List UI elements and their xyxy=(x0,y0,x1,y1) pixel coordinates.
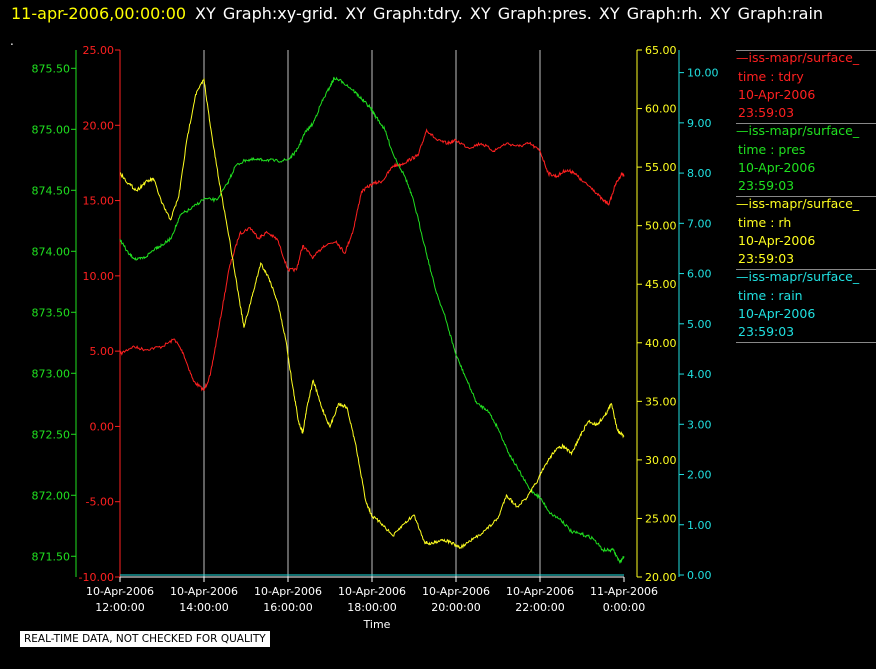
legend-1-time: 23:59:03 xyxy=(738,178,795,193)
tdry-tick-label: -5.00 xyxy=(86,496,114,509)
x-tick-label-date: 10-Apr-2006 xyxy=(338,585,406,598)
pres-tick-label: 873.00 xyxy=(32,367,71,380)
x-axis-title: Time xyxy=(363,618,391,631)
legend-entry: —iss-mapr/surface_time : pres 10-Apr-2006… xyxy=(736,123,876,196)
pres-tick-label: 872.00 xyxy=(32,489,71,502)
legend-3-date: 10-Apr-2006 xyxy=(738,306,816,321)
legend: —iss-mapr/surface_ time : tdry 10-Apr-2006… xyxy=(736,50,876,343)
rain-tick-label: 3.00 xyxy=(687,418,712,431)
pres-tick-label: 873.50 xyxy=(32,306,71,319)
legend-0-var: time : tdry xyxy=(738,69,804,84)
legend-0-time: 23:59:03 xyxy=(738,105,795,120)
legend-2-time: 23:59:03 xyxy=(738,251,795,266)
rain-tick-label: 0.00 xyxy=(687,569,712,582)
legend-1-name: —iss-mapr/surface_ xyxy=(736,123,860,138)
x-tick-label-time: 16:00:00 xyxy=(263,601,312,614)
tdry-tick-label: 10.00 xyxy=(83,270,115,283)
legend-bottom-rule xyxy=(736,342,876,343)
rain-tick-label: 5.00 xyxy=(687,318,712,331)
rh-tick-label: 55.00 xyxy=(645,161,677,174)
x-tick-label-time: 22:00:00 xyxy=(515,601,564,614)
legend-3-var: time : rain xyxy=(738,288,803,303)
rain-tick-label: 1.00 xyxy=(687,519,712,532)
rh-series-line xyxy=(120,77,625,550)
legend-0-date: 10-Apr-2006 xyxy=(738,87,816,102)
tdry-tick-label: 25.00 xyxy=(83,44,115,57)
rh-tick-label: 45.00 xyxy=(645,278,677,291)
x-tick-label-date: 10-Apr-2006 xyxy=(254,585,322,598)
tdry-tick-label: 20.00 xyxy=(83,119,115,132)
rh-tick-label: 60.00 xyxy=(645,103,677,116)
rain-tick-label: 7.00 xyxy=(687,217,712,230)
title-time: 11-apr-2006,00:00:00 xyxy=(11,4,187,23)
legend-entry: —iss-mapr/surface_time : rain 10-Apr-2006… xyxy=(736,269,876,342)
rain-tick-label: 10.00 xyxy=(687,67,719,80)
rain-tick-label: 8.00 xyxy=(687,167,712,180)
pres-series-line xyxy=(119,76,625,565)
title-bar: 11-apr-2006,00:00:00 XY Graph:xy-grid. X… xyxy=(0,0,876,28)
x-tick-label-date: 10-Apr-2006 xyxy=(86,585,154,598)
x-tick-label-date: 10-Apr-2006 xyxy=(170,585,238,598)
tdry-tick-label: -10.00 xyxy=(79,571,114,584)
x-tick-label-time: 18:00:00 xyxy=(347,601,396,614)
rh-tick-label: 25.00 xyxy=(645,512,677,525)
rh-tick-label: 65.00 xyxy=(645,44,677,57)
rh-tick-label: 30.00 xyxy=(645,454,677,467)
x-tick-label-date: 10-Apr-2006 xyxy=(506,585,574,598)
x-tick-label-date: 11-Apr-2006 xyxy=(590,585,658,598)
title-graphs: XY Graph:xy-grid. XY Graph:tdry. XY Grap… xyxy=(195,4,824,23)
rain-tick-label: 4.00 xyxy=(687,368,712,381)
x-tick-label-time: 14:00:00 xyxy=(179,601,228,614)
tdry-series-line xyxy=(119,128,625,392)
rh-tick-label: 20.00 xyxy=(645,571,677,584)
legend-2-name: —iss-mapr/surface_ xyxy=(736,196,860,211)
legend-2-var: time : rh xyxy=(738,215,792,230)
tdry-tick-label: 5.00 xyxy=(90,345,115,358)
dot-marker: . xyxy=(10,34,14,48)
tdry-tick-label: 0.00 xyxy=(90,420,115,433)
x-tick-label-date: 10-Apr-2006 xyxy=(422,585,490,598)
pres-tick-label: 874.50 xyxy=(32,184,71,197)
legend-1-var: time : pres xyxy=(738,142,806,157)
legend-1-date: 10-Apr-2006 xyxy=(738,160,816,175)
legend-entry: —iss-mapr/surface_time : rh 10-Apr-2006 23… xyxy=(736,196,876,269)
rh-tick-label: 35.00 xyxy=(645,395,677,408)
x-tick-label-time: 0:00:00 xyxy=(603,601,645,614)
rh-tick-label: 50.00 xyxy=(645,220,677,233)
pres-tick-label: 875.50 xyxy=(32,62,71,75)
pres-tick-label: 875.00 xyxy=(32,123,71,136)
rain-tick-label: 6.00 xyxy=(687,268,712,281)
pres-tick-label: 871.50 xyxy=(32,550,71,563)
disclaimer-label: REAL-TIME DATA, NOT CHECKED FOR QUALITY xyxy=(20,631,270,647)
legend-3-name: —iss-mapr/surface_ xyxy=(736,269,860,284)
legend-2-date: 10-Apr-2006 xyxy=(738,233,816,248)
x-tick-label-time: 20:00:00 xyxy=(431,601,480,614)
legend-0-name: —iss-mapr/surface_ xyxy=(736,50,860,65)
x-tick-label-time: 12:00:00 xyxy=(95,601,144,614)
rain-tick-label: 9.00 xyxy=(687,117,712,130)
tdry-tick-label: 15.00 xyxy=(83,195,115,208)
rh-tick-label: 40.00 xyxy=(645,337,677,350)
pres-tick-label: 874.00 xyxy=(32,245,71,258)
legend-entry: —iss-mapr/surface_time : tdry 10-Apr-2006… xyxy=(736,50,876,123)
pres-tick-label: 872.50 xyxy=(32,428,71,441)
legend-3-time: 23:59:03 xyxy=(738,324,795,339)
rain-tick-label: 2.00 xyxy=(687,469,712,482)
